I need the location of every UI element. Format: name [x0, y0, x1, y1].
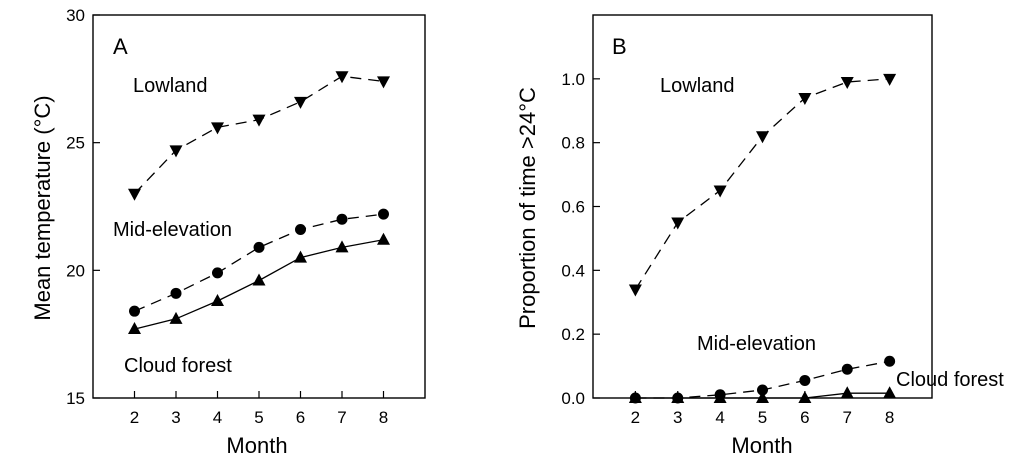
panel-a-point-lowland [128, 188, 141, 201]
panel-a-xtick-label: 6 [296, 408, 305, 427]
panel-b-xtick-label: 4 [715, 408, 724, 427]
panel-b-point-cloud-forest [713, 391, 727, 403]
panel-b-ytick-label: 0.0 [561, 389, 585, 408]
panel-a-point-lowland [252, 114, 266, 127]
panel-a-point-lowland [377, 76, 390, 89]
panel-a-point-mid-elevation [129, 305, 140, 317]
panel-b-point-cloud-forest [671, 391, 685, 403]
panel-a-ytick-label: 30 [66, 6, 85, 25]
panel-a-plot-frame [92, 14, 426, 399]
panel-a-ytick-label: 20 [66, 261, 85, 280]
panel-b-point-lowland [671, 217, 685, 230]
panel-a-point-mid-elevation [336, 213, 348, 225]
panel-a-xtick-label: 7 [337, 408, 346, 427]
panel-b-point-lowland [756, 131, 769, 144]
panel-b-xtick-label: 3 [673, 408, 682, 427]
panel-a-xtick-label: 2 [130, 408, 139, 427]
panel-b-ytick-label: 0.2 [561, 325, 585, 344]
panel-b-ytick-label: 0.8 [561, 134, 585, 153]
panel-a-point-cloud-forest [335, 240, 349, 253]
panel-a-point-lowland [211, 122, 224, 135]
panel-a-point-lowland [294, 96, 307, 109]
panel-a-point-mid-elevation [253, 241, 265, 253]
panel-a-point-lowland [169, 145, 183, 158]
panel-a-point-mid-elevation [212, 267, 223, 279]
panel-b-mid-label: Mid-elevation [697, 333, 816, 355]
panel-a-point-cloud-forest [252, 273, 266, 286]
panel-a-lowland-label: Lowland [133, 75, 208, 97]
panel-a-ylabel: Mean temperature (°C) [30, 95, 55, 320]
panel-a-mid-label: Mid-elevation [113, 219, 232, 241]
panel-a-xlabel: Month [226, 433, 287, 458]
panel-b-ylabel: Proportion of time >24°C [515, 87, 540, 329]
panel-b-point-mid-elevation [799, 374, 811, 386]
panel-b-xtick-label: 7 [843, 408, 852, 427]
panel-b-point-cloud-forest [840, 386, 854, 399]
panel-b-point-cloud-forest [756, 391, 769, 403]
panel-b-point-lowland [713, 185, 727, 198]
panel-a-point-cloud-forest [377, 232, 390, 245]
panel-b-point-lowland [840, 77, 854, 90]
panel-a-point-cloud-forest [169, 311, 183, 324]
panel-a-xtick-label: 4 [213, 408, 222, 427]
panel-b-lowland-label: Lowland [660, 75, 735, 97]
panel-a-point-mid-elevation [378, 208, 389, 220]
panel-b-point-cloud-forest [798, 391, 812, 403]
panel-b-xtick-label: 2 [631, 408, 640, 427]
panel-b-point-lowland [883, 73, 897, 86]
panel-a-point-cloud-forest [211, 293, 224, 306]
panel-b-point-lowland [798, 92, 812, 105]
panel-b-ytick-label: 0.6 [561, 198, 585, 217]
panel-a-point-mid-elevation [170, 287, 182, 299]
panel-a-xtick-label: 5 [254, 408, 263, 427]
panel-b-point-mid-elevation [841, 363, 853, 375]
panel-a-point-lowland [335, 71, 349, 84]
panel-a-point-cloud-forest [128, 322, 141, 335]
panel-a-cloud-label: Cloud forest [124, 355, 232, 377]
panel-a-point-cloud-forest [294, 250, 307, 263]
panel-b-xtick-label: 6 [800, 408, 809, 427]
panel-a: Mean temperature (°C) Month A Lowland Mi… [30, 6, 426, 458]
panel-b-point-cloud-forest [883, 386, 897, 399]
panel-b-xtick-label: 8 [885, 408, 894, 427]
panel-b-ytick-label: 0.4 [561, 261, 585, 280]
panel-b-point-lowland [628, 284, 642, 297]
panel-b-series-lowland-line [634, 78, 890, 290]
panel-b-xlabel: Month [731, 433, 792, 458]
panel-a-letter: A [113, 34, 128, 59]
panel-b-point-mid-elevation [757, 384, 768, 396]
panel-b-point-cloud-forest [628, 391, 642, 403]
panel-b: Proportion of time >24°C Month B Lowland… [515, 14, 1004, 458]
panel-a-ytick-label: 15 [66, 389, 85, 408]
panel-b-point-mid-elevation [884, 355, 896, 367]
panel-a-xtick-label: 8 [379, 408, 388, 427]
panel-a-ytick-label: 25 [66, 134, 85, 153]
panel-b-letter: B [612, 34, 627, 59]
panel-b-cloud-label: Cloud forest [896, 369, 1004, 391]
panel-a-xtick-label: 3 [171, 408, 180, 427]
panel-a-point-mid-elevation [295, 223, 306, 235]
panel-b-xtick-label: 5 [758, 408, 767, 427]
panel-b-ytick-label: 1.0 [561, 70, 585, 89]
